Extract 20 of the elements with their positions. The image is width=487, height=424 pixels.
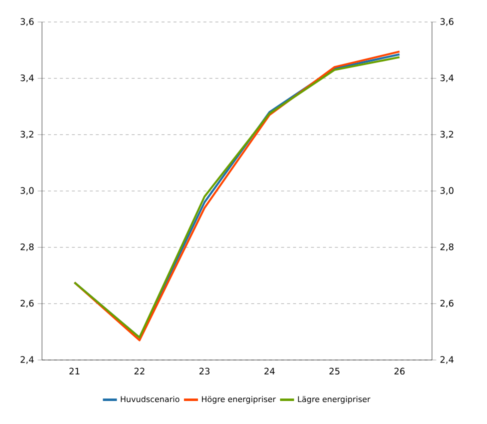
y-tick-label: 2,6 [20, 300, 34, 308]
x-tick-label: 23 [199, 368, 210, 375]
y-tick-label: 3,4 [20, 74, 34, 82]
y2-tick-label: 3,2 [440, 130, 454, 139]
x-tick-label: 25 [329, 368, 340, 375]
y2-tick-label: 2,6 [440, 300, 454, 308]
y-tick-label: 3,2 [20, 130, 34, 139]
y2-tick-label: 3,6 [440, 18, 454, 26]
x-tick-label: 22 [134, 368, 144, 374]
y2-tick-label: 2,4 [440, 356, 454, 364]
x-tick-label: 26 [394, 368, 405, 375]
y-tick-label: 3,6 [20, 18, 34, 26]
y2-tick-label: 2,8 [440, 243, 454, 252]
y2-tick-label: 3,4 [440, 74, 454, 82]
x-tick-label: 24 [264, 368, 275, 374]
y2-tick-label: 3,0 [440, 187, 454, 195]
x-tick-label: 21 [69, 368, 80, 374]
y-tick-label: 2,4 [20, 356, 34, 364]
y-tick-label: 2,8 [20, 243, 34, 252]
y-tick-label: 3,0 [20, 187, 34, 195]
